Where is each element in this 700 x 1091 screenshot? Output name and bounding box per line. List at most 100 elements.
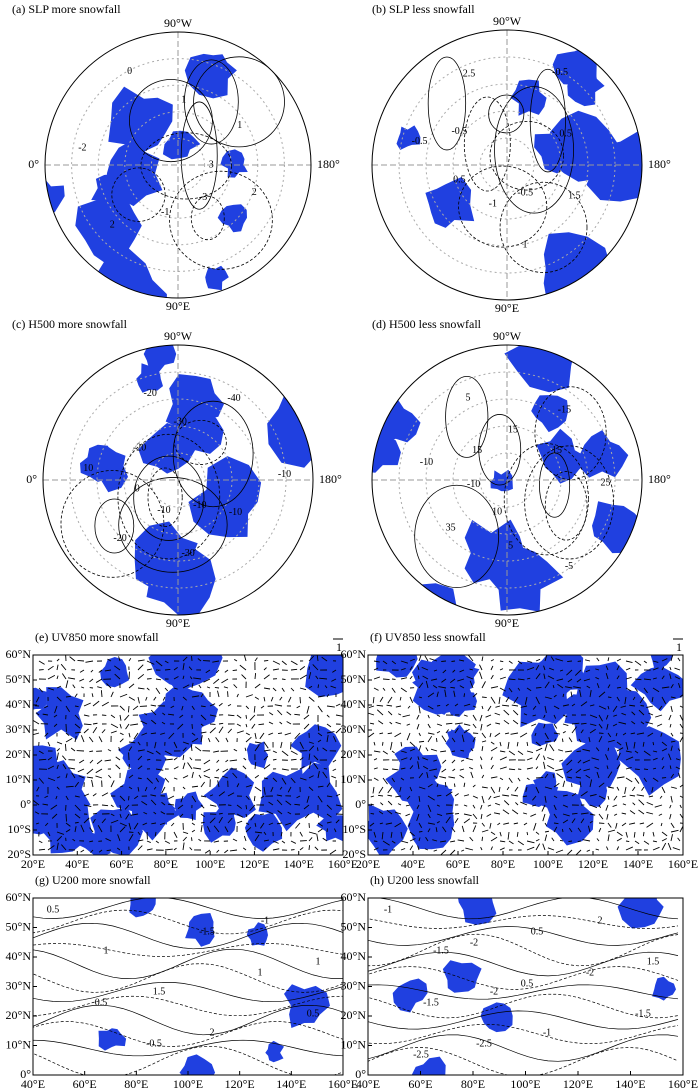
contour <box>368 1023 679 1045</box>
shading <box>372 35 410 71</box>
wind-vector <box>119 813 122 819</box>
wind-vector <box>308 685 313 689</box>
wind-vector <box>481 795 485 804</box>
wind-vector <box>229 849 238 852</box>
wind-vector <box>589 793 597 797</box>
shading <box>552 46 597 85</box>
wind-vector <box>504 732 510 735</box>
wind-vector <box>382 840 390 846</box>
wind-vector <box>472 705 477 708</box>
wind-vector <box>56 748 61 752</box>
contour-label: -2.5 <box>476 1038 492 1049</box>
wind-vector <box>167 803 175 806</box>
contour <box>494 86 574 214</box>
wind-vector <box>206 826 211 833</box>
wind-vector <box>277 810 283 815</box>
wind-vector <box>479 664 483 671</box>
wind-vector <box>643 768 649 770</box>
wind-vector <box>153 811 157 815</box>
wind-vector <box>65 785 74 788</box>
wind-vector <box>418 696 423 699</box>
wind-vector <box>155 660 163 667</box>
wind-vector <box>589 728 596 734</box>
wind-vector <box>85 660 94 663</box>
wind-vector <box>547 757 555 761</box>
wind-vector <box>92 726 98 734</box>
wind-vector <box>90 849 94 854</box>
wind-vector <box>209 703 216 707</box>
wind-vector <box>372 786 375 794</box>
wind-vector <box>110 819 119 824</box>
wind-vector <box>481 681 486 689</box>
wind-vector <box>284 732 292 736</box>
wind-vector <box>379 732 384 735</box>
wind-vector <box>47 665 54 671</box>
wind-vector <box>326 694 330 698</box>
wind-vector <box>150 794 157 797</box>
wind-vector <box>594 766 600 770</box>
lon-label: 0° <box>28 157 39 171</box>
wind-vector <box>155 687 161 694</box>
wind-vector <box>607 739 615 743</box>
wind-vector <box>409 765 414 770</box>
wind-vector <box>658 813 663 816</box>
wind-vector <box>253 705 256 713</box>
wind-vector <box>400 741 403 747</box>
wind-vector <box>556 678 564 681</box>
wind-vector <box>472 693 478 698</box>
shading <box>63 345 91 372</box>
wind-vector <box>144 786 148 792</box>
wind-vector <box>508 840 514 845</box>
wind-vector <box>584 659 591 662</box>
wind-vector <box>142 822 148 826</box>
contour-label: -2 <box>470 937 478 948</box>
wind-vector <box>203 678 211 683</box>
wind-vector <box>652 767 657 770</box>
wind-vector <box>499 741 502 747</box>
wind-vector <box>562 693 565 698</box>
wind-vector <box>317 785 324 788</box>
wind-vector <box>616 696 620 702</box>
wind-vector <box>391 840 396 844</box>
wind-vector <box>370 803 375 806</box>
wind-vector <box>400 767 406 770</box>
wind-vector <box>182 684 190 689</box>
wind-vector <box>245 705 250 710</box>
wind-vector <box>511 704 519 707</box>
wind-vector <box>598 714 603 722</box>
contour-label: -10 <box>193 500 206 511</box>
wind-vector <box>56 752 59 761</box>
x-tick-label: 60°E <box>73 1077 97 1091</box>
wind-vector <box>634 687 639 692</box>
wind-vector <box>490 756 493 761</box>
wind-vector <box>555 768 564 772</box>
wind-vector <box>523 713 528 716</box>
x-tick-label: 160°E <box>668 1077 698 1091</box>
wind-vector <box>532 705 537 710</box>
wind-vector <box>463 728 470 734</box>
lon-label: 90°E <box>495 301 519 315</box>
wind-vector <box>209 817 216 824</box>
wind-vector <box>119 804 122 812</box>
wind-vector <box>677 748 681 752</box>
wind-vector <box>290 750 298 755</box>
wind-vector <box>101 804 109 807</box>
wind-vector <box>182 696 187 701</box>
wind-vector <box>137 696 140 704</box>
wind-vector <box>638 809 645 815</box>
wind-vector <box>427 723 431 729</box>
wind-vector <box>373 687 379 691</box>
wind-vector <box>213 840 220 843</box>
wind-vector <box>326 731 335 734</box>
y-tick-label: 20°N <box>341 1008 367 1022</box>
wind-vector <box>382 768 389 770</box>
wind-vector <box>308 741 314 744</box>
y-tick-label: 40°N <box>6 949 32 963</box>
wind-vector <box>616 831 623 837</box>
wind-vector <box>562 794 568 797</box>
contour-label: 15 <box>472 445 482 456</box>
wind-vector <box>290 660 298 666</box>
wind-vector <box>652 687 660 693</box>
wind-vector <box>587 825 591 833</box>
wind-vector <box>445 729 450 734</box>
